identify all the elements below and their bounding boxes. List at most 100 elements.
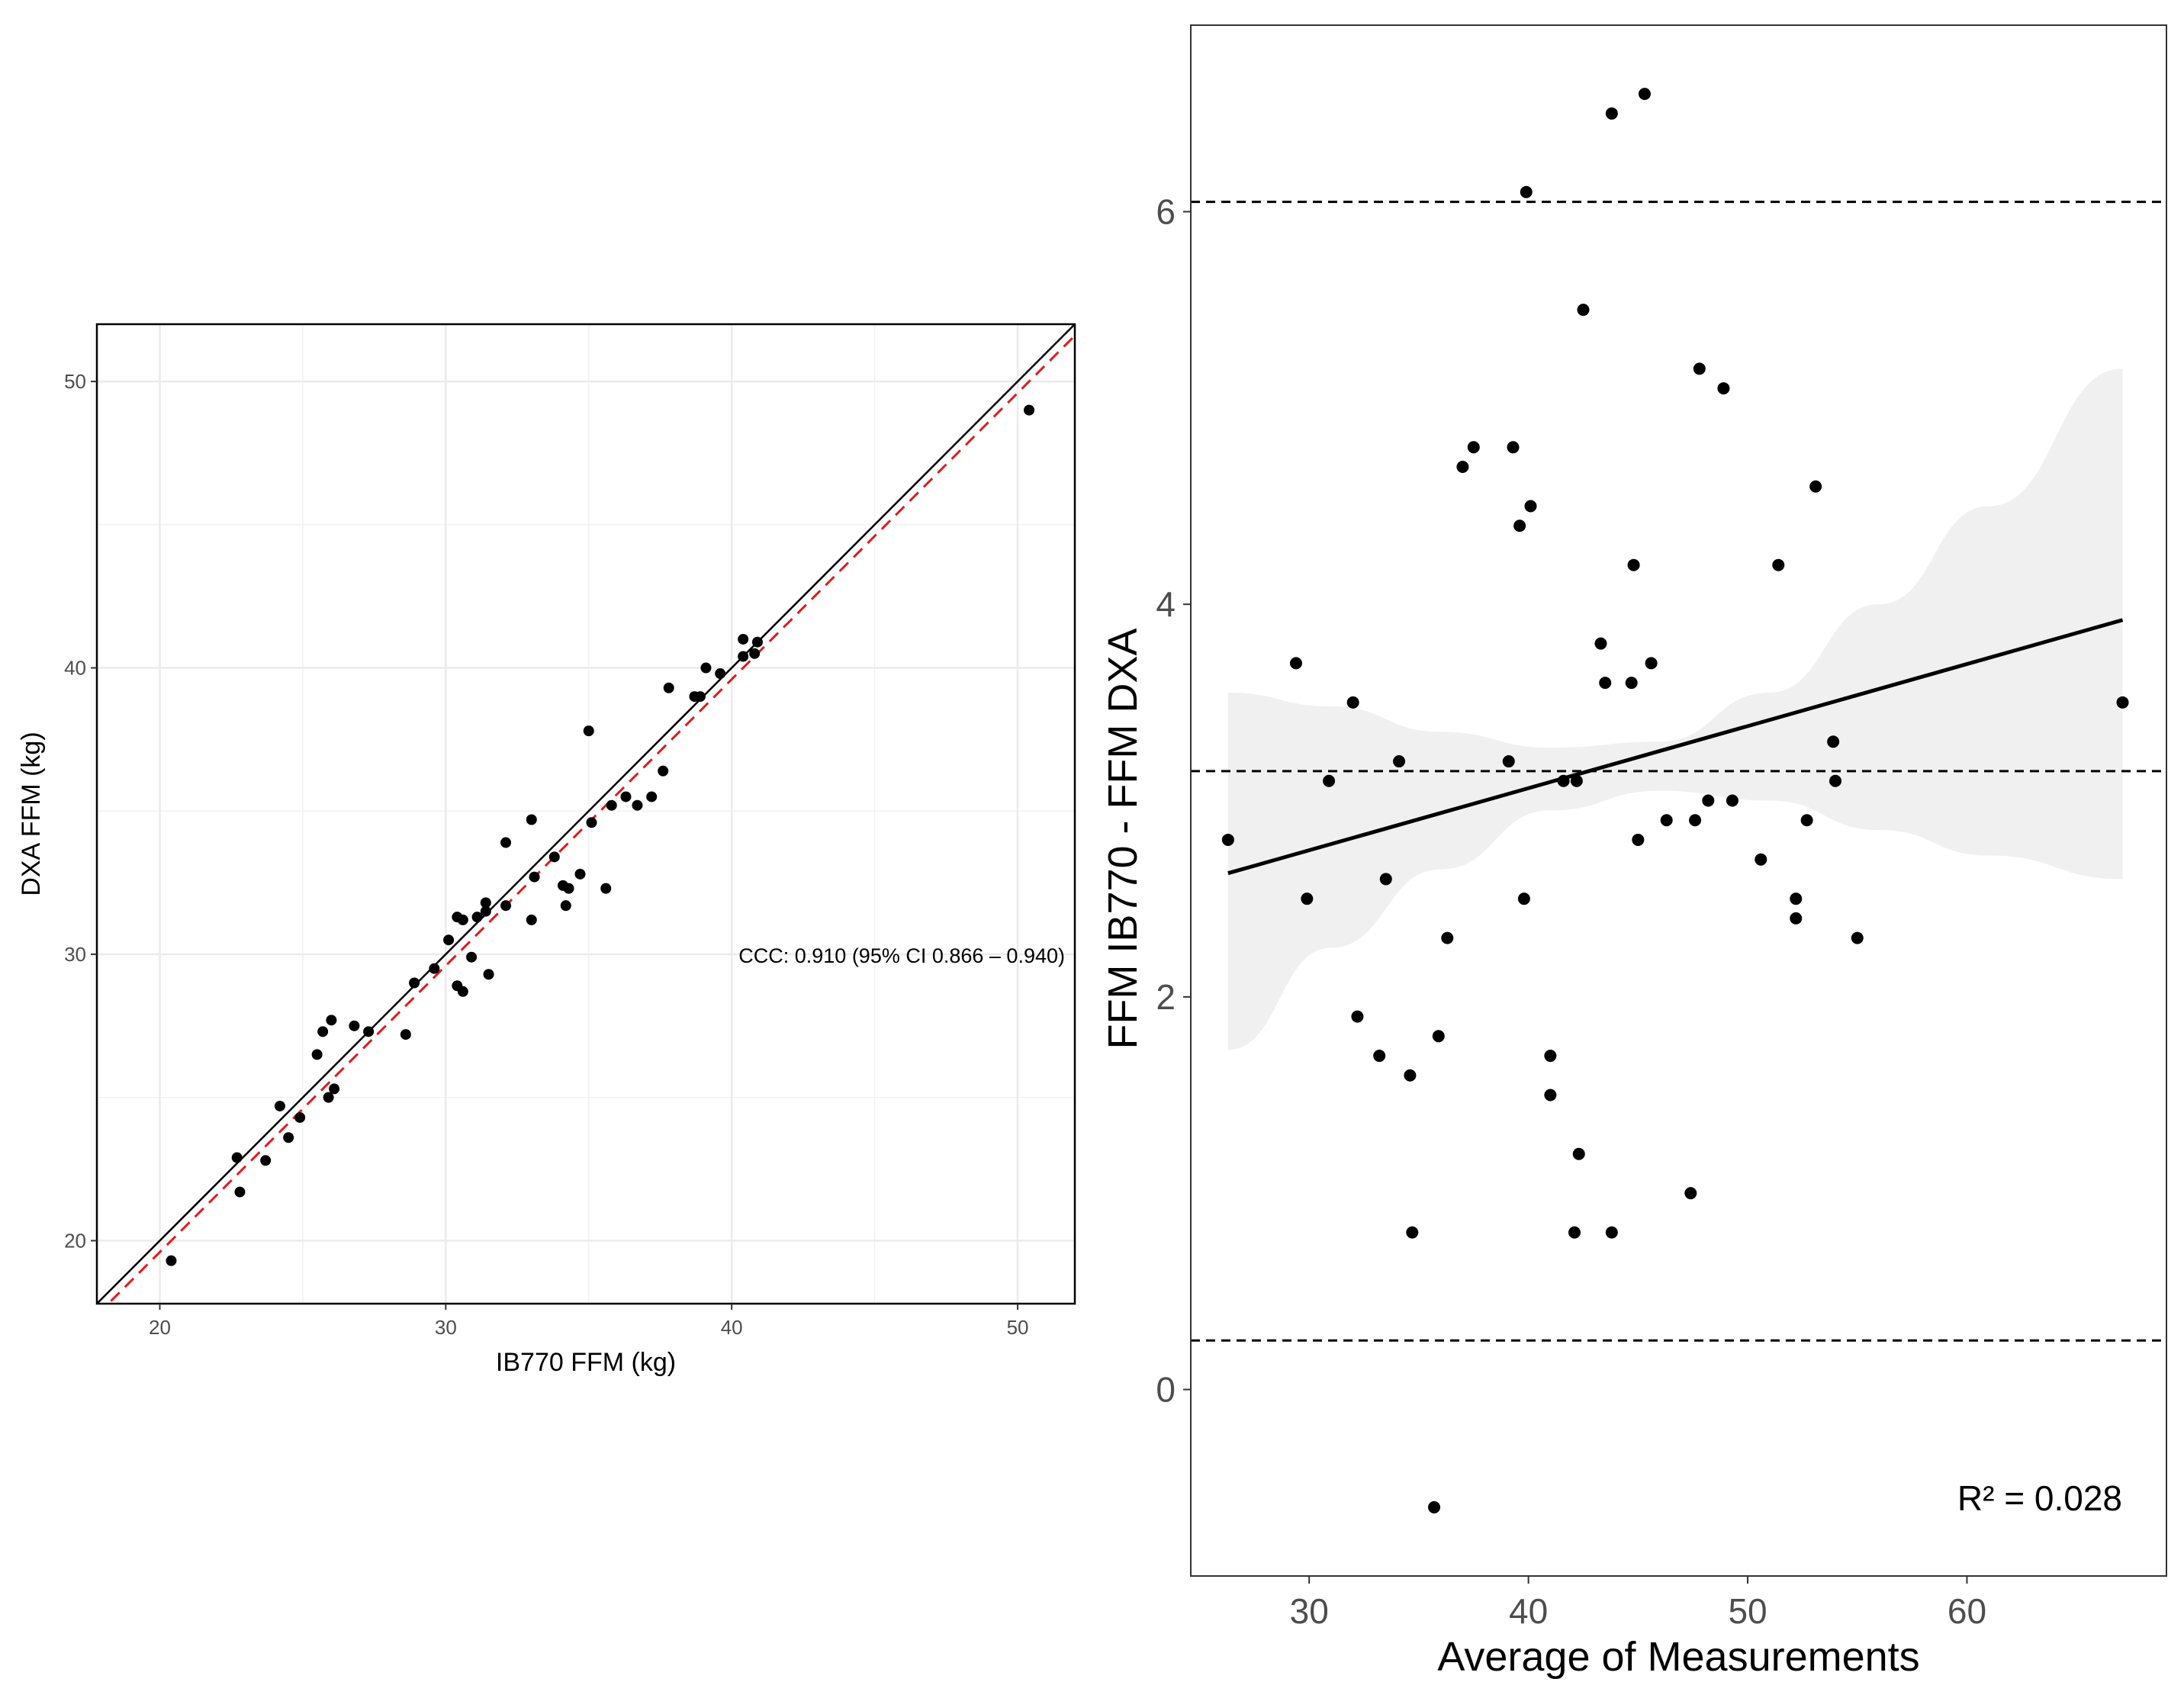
- data-point: [646, 791, 658, 802]
- data-point: [317, 1026, 329, 1037]
- y-tick-label: 20: [64, 1229, 86, 1252]
- data-point: [1660, 814, 1673, 827]
- data-point: [500, 900, 512, 912]
- data-point: [500, 837, 512, 848]
- data-point: [323, 1092, 334, 1103]
- data-point: [1456, 461, 1469, 474]
- data-point: [471, 912, 483, 923]
- data-point: [738, 651, 749, 662]
- data-point: [1221, 833, 1234, 846]
- data-point: [1346, 696, 1359, 709]
- data-point: [283, 1132, 294, 1143]
- data-point: [1379, 873, 1392, 886]
- data-point: [1351, 1010, 1364, 1023]
- data-point: [1829, 774, 1842, 787]
- fitted-line: [106, 334, 1075, 1304]
- y-axis-ticks: 0 2 4 6: [1156, 191, 1191, 1410]
- data-point: [231, 1152, 243, 1163]
- data-point: [1428, 1500, 1441, 1513]
- data-point: [1441, 931, 1454, 944]
- data-point: [1577, 304, 1590, 317]
- y-axis-title: DXA FFM (kg): [17, 732, 46, 896]
- data-point: [1693, 362, 1706, 375]
- data-point: [329, 1083, 340, 1095]
- data-point: [1790, 912, 1803, 925]
- data-point: [409, 977, 420, 989]
- data-point: [658, 765, 669, 777]
- data-points: [166, 404, 1035, 1266]
- data-point: [311, 1049, 323, 1060]
- data-point: [483, 969, 494, 980]
- data-point: [1689, 814, 1702, 827]
- data-point: [1594, 637, 1607, 650]
- data-point: [600, 883, 612, 894]
- data-point: [1627, 558, 1640, 571]
- data-point: [1632, 833, 1645, 846]
- data-point: [526, 814, 537, 825]
- x-tick-label: 50: [1728, 1591, 1767, 1631]
- data-point: [1507, 441, 1520, 454]
- data-point: [1323, 774, 1336, 787]
- confidence-band: [1227, 368, 2123, 1050]
- data-point: [400, 1029, 411, 1040]
- data-point: [694, 691, 706, 703]
- data-point: [606, 799, 617, 811]
- plot-panel-border: [95, 323, 1076, 1305]
- data-point: [738, 633, 749, 645]
- data-points: [1221, 88, 2129, 1513]
- x-tick-label: 40: [1509, 1591, 1548, 1631]
- x-tick-label: 40: [721, 1316, 743, 1339]
- data-point: [1373, 1050, 1386, 1063]
- data-point: [2116, 696, 2129, 709]
- data-point: [526, 914, 537, 925]
- data-point: [429, 963, 440, 974]
- data-point: [548, 851, 560, 863]
- data-point: [480, 897, 491, 909]
- data-point: [1572, 1147, 1585, 1160]
- data-point: [457, 986, 468, 997]
- data-point: [1790, 893, 1803, 905]
- data-point: [1432, 1030, 1445, 1043]
- data-point: [274, 1100, 285, 1111]
- data-point: [715, 668, 726, 680]
- data-point: [466, 951, 478, 963]
- ccc-annotation: CCC: 0.910 (95% CI 0.866 – 0.940): [738, 944, 1065, 967]
- data-point: [1851, 931, 1864, 944]
- data-point: [1393, 755, 1406, 768]
- data-point: [563, 883, 574, 894]
- data-point: [457, 914, 468, 925]
- data-point: [480, 905, 491, 917]
- data-point: [1520, 185, 1533, 198]
- limits-of-agreement: [1191, 201, 2166, 1342]
- data-point: [1625, 677, 1638, 690]
- data-point: [1544, 1050, 1557, 1063]
- y-tick-label: 50: [64, 370, 86, 393]
- r-squared-annotation: R² = 0.028: [1957, 1478, 2122, 1518]
- y-tick-label: 30: [64, 943, 86, 966]
- data-point: [1827, 735, 1840, 748]
- data-point: [1289, 657, 1302, 670]
- data-point: [363, 1026, 375, 1037]
- data-point: [663, 682, 674, 693]
- bland-altman-plot: 30 40 50 60 0 2 4 6 R² = 0.028 Average of Meas…: [1100, 24, 2167, 1680]
- data-point: [1404, 1069, 1417, 1082]
- data-point: [1544, 1089, 1557, 1102]
- data-point: [1755, 853, 1767, 866]
- data-point: [326, 1015, 337, 1026]
- data-point: [620, 791, 632, 802]
- data-point: [349, 1020, 360, 1031]
- data-point: [1726, 794, 1739, 807]
- data-point: [1517, 893, 1530, 905]
- data-point: [1800, 814, 1813, 827]
- grid-lines: [97, 324, 1075, 1304]
- data-point: [1809, 480, 1822, 493]
- data-point: [1702, 794, 1715, 807]
- data-point: [260, 1155, 272, 1166]
- data-point: [1605, 107, 1618, 120]
- data-point: [529, 871, 540, 883]
- x-tick-label: 30: [1290, 1591, 1329, 1631]
- data-point: [1605, 1226, 1618, 1239]
- x-axis-title: Average of Measurements: [1437, 1634, 1919, 1680]
- y-tick-label: 4: [1156, 584, 1176, 624]
- y-tick-label: 0: [1156, 1370, 1176, 1410]
